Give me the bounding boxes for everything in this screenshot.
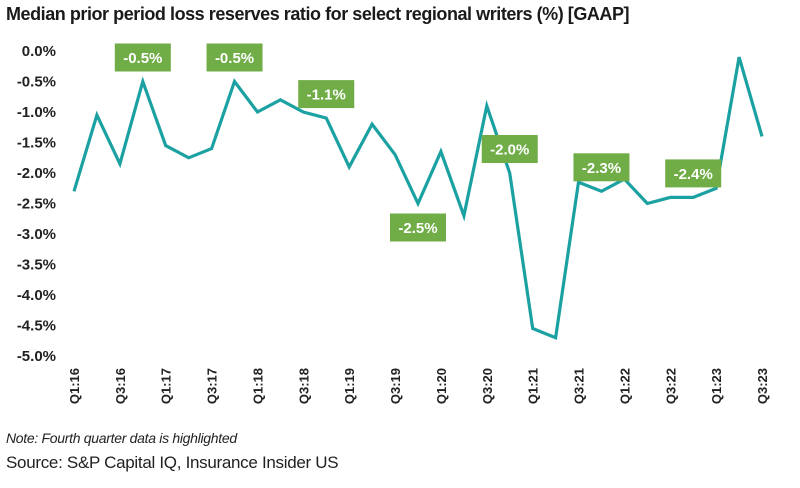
data-label-text: -0.5%: [215, 50, 254, 67]
x-tick-label: Q3:18: [296, 368, 311, 404]
y-tick-label: -5.0%: [17, 348, 56, 365]
x-tick-label: Q3:17: [205, 368, 220, 404]
data-label-text: -2.4%: [674, 166, 713, 183]
data-label-text: -1.1%: [307, 87, 346, 104]
y-tick-label: -2.0%: [17, 165, 56, 182]
data-label-text: -2.0%: [490, 142, 529, 159]
chart-title: Median prior period loss reserves ratio …: [6, 4, 630, 24]
data-label: -2.3%: [573, 153, 630, 182]
x-axis: Q1:16 Q3:16 Q1:17 Q3:17 Q1:18 Q3:18 Q1:19 Q3:19…: [67, 368, 770, 404]
x-tick-label: Q1:23: [709, 368, 724, 404]
y-axis: 0.0% -0.5% -1.0% -1.5% -2.0% -2.5% -3.0% -3.5% -…: [17, 43, 56, 365]
y-tick-label: -4.5%: [17, 318, 56, 335]
data-label-box: [481, 135, 538, 163]
y-tick-label: -1.0%: [17, 104, 56, 121]
x-tick-label: Q1:22: [617, 368, 632, 404]
data-label-box: [665, 159, 722, 188]
data-label: -2.5%: [390, 213, 446, 242]
y-tick-label: -2.5%: [17, 196, 56, 213]
data-label: -0.5%: [114, 43, 171, 72]
x-tick-label: Q1:16: [67, 368, 82, 404]
data-label-box: [206, 43, 263, 72]
chart-source: Source: S&P Capital IQ, Insurance Inside…: [6, 453, 339, 472]
data-label: -1.1%: [298, 80, 355, 109]
y-tick-label: -3.0%: [17, 226, 56, 243]
data-label: -2.4%: [665, 159, 722, 188]
y-tick-label: -0.5%: [17, 74, 56, 91]
data-label-text: -2.5%: [398, 220, 437, 237]
chart-note: Note: Fourth quarter data is highlighted: [6, 430, 237, 446]
data-label: -0.5%: [206, 43, 263, 72]
y-tick-label: -4.0%: [17, 287, 56, 304]
x-tick-label: Q3:20: [480, 368, 495, 404]
y-tick-label: -3.5%: [17, 257, 56, 274]
data-label-text: -2.3%: [582, 160, 621, 177]
x-tick-label: Q3:22: [663, 368, 678, 404]
data-label: -2.0%: [481, 135, 538, 163]
y-tick-label: 0.0%: [22, 43, 56, 60]
annotations: -0.5% -0.5% -1.1% -2.5% -2.0% -2.3% -2.4%: [114, 43, 722, 242]
x-tick-label: Q3:16: [113, 368, 128, 404]
x-tick-label: Q3:19: [388, 368, 403, 404]
data-label-box: [298, 80, 355, 109]
x-tick-label: Q1:21: [526, 368, 541, 404]
data-label-box: [114, 43, 171, 72]
x-tick-label: Q1:19: [342, 368, 357, 404]
x-tick-label: Q1:17: [159, 368, 174, 404]
y-tick-label: -1.5%: [17, 135, 56, 152]
data-label-box: [573, 153, 630, 182]
x-tick-label: Q3:21: [572, 368, 587, 404]
series: [72, 56, 764, 340]
series-line: [72, 56, 764, 340]
x-tick-label: Q3:23: [755, 368, 770, 404]
x-tick-label: Q1:18: [250, 368, 265, 404]
data-label-box: [390, 213, 446, 242]
data-label-text: -0.5%: [123, 50, 162, 67]
x-tick-label: Q1:20: [434, 368, 449, 404]
